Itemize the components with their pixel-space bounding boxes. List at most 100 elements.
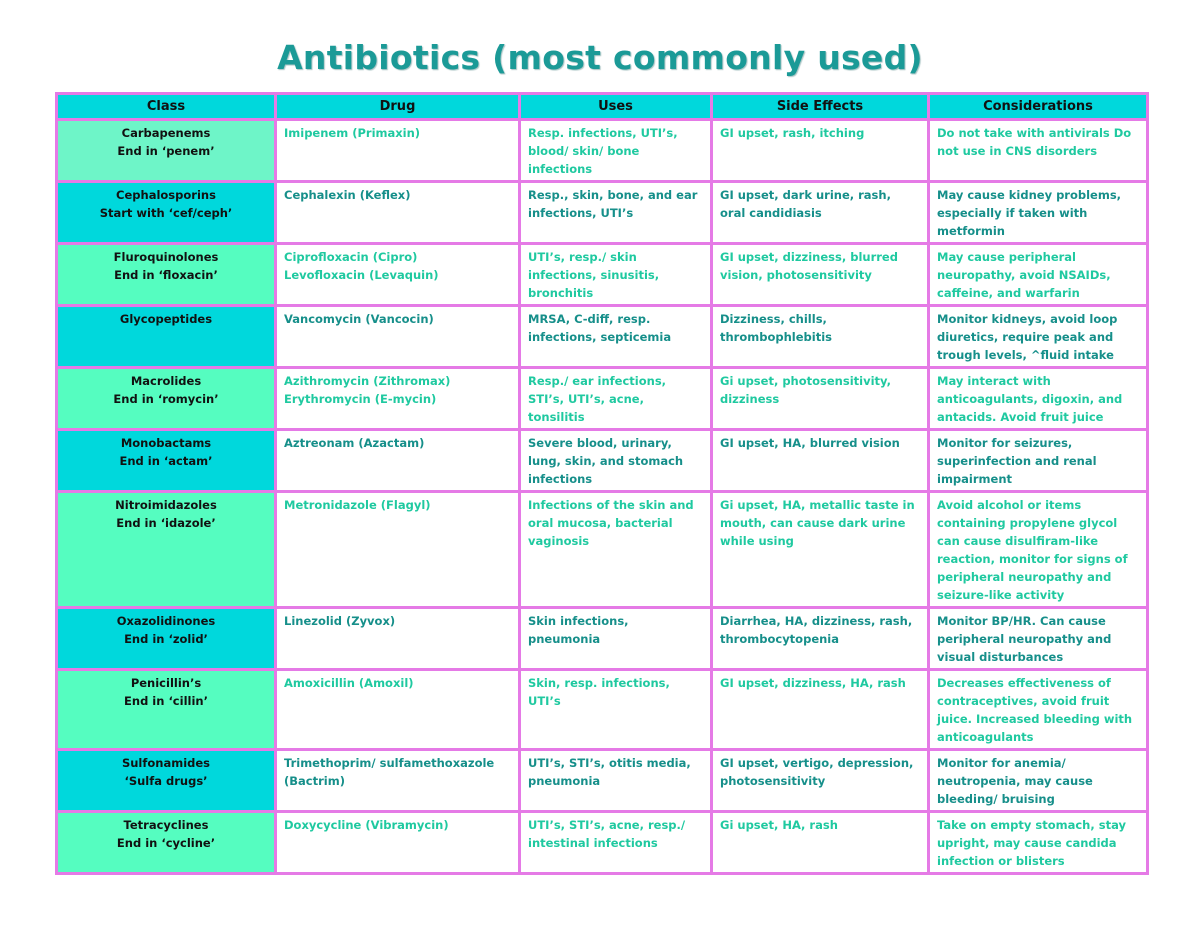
drug-name: Imipenem (Primaxin) (284, 126, 421, 140)
class-name: Macrolides (130, 374, 202, 388)
class-cell: Cephalosporins Start with ‘cef/ceph’ (55, 180, 277, 245)
drug-name: Trimethoprim/ sulfamethoxazole (Bactrim) (284, 756, 495, 788)
class-cell: Monobactams End in ‘actam’ (55, 428, 277, 493)
class-name: Cephalosporins (116, 188, 216, 202)
considerations-cell: Monitor for seizures, superinfection and… (927, 428, 1149, 493)
class-hint: End in ‘idazole’ (116, 516, 216, 530)
class-hint: End in ‘cycline’ (116, 836, 216, 850)
drug-name: Linezolid (Zyvox) (284, 614, 396, 628)
drug-cell: Azithromycin (Zithromax) Erythromycin (E… (274, 366, 521, 431)
side-effects-cell: Gi upset, HA, metallic taste in mouth, c… (710, 490, 930, 609)
header-side-effects: Side Effects (710, 92, 930, 121)
side-effects-cell: GI upset, dark urine, rash, oral candidi… (710, 180, 930, 245)
class-hint: ‘Sulfa drugs’ (124, 774, 208, 788)
class-name: Tetracyclines (123, 818, 209, 832)
class-name: Oxazolidinones (116, 614, 216, 628)
side-effects-cell: Gi upset, HA, rash (710, 810, 930, 875)
uses-cell: UTI’s, resp./ skin infections, sinusitis… (518, 242, 713, 307)
considerations-cell: May cause kidney problems, especially if… (927, 180, 1149, 245)
considerations-cell: Decreases effectiveness of contraceptive… (927, 668, 1149, 751)
drug-cell: Imipenem (Primaxin) (274, 118, 521, 183)
drug-cell: Cephalexin (Keflex) (274, 180, 521, 245)
header-row: Class Drug Uses Side Effects Considerati… (55, 92, 1149, 121)
class-cell: Tetracyclines End in ‘cycline’ (55, 810, 277, 875)
drug-name: Azithromycin (Zithromax) (284, 374, 451, 388)
drug-name: Metronidazole (Flagyl) (284, 498, 431, 512)
header-drug: Drug (274, 92, 521, 121)
class-name: Glycopeptides (119, 312, 213, 326)
antibiotics-table: Class Drug Uses Side Effects Considerati… (55, 92, 1149, 875)
considerations-cell: Take on empty stomach, stay upright, may… (927, 810, 1149, 875)
uses-cell: Infections of the skin and oral mucosa, … (518, 490, 713, 609)
drug-cell: Ciprofloxacin (Cipro) Levofloxacin (Leva… (274, 242, 521, 307)
table-row: Monobactams End in ‘actam’ Aztreonam (Az… (55, 428, 1149, 493)
considerations-cell: May cause peripheral neuropathy, avoid N… (927, 242, 1149, 307)
class-hint: End in ‘romycin’ (113, 392, 219, 406)
table-row: Glycopeptides Vancomycin (Vancocin) MRSA… (55, 304, 1149, 369)
drug-cell: Aztreonam (Azactam) (274, 428, 521, 493)
drug-name: Cephalexin (Keflex) (284, 188, 411, 202)
drug-cell: Vancomycin (Vancocin) (274, 304, 521, 369)
drug-name: Vancomycin (Vancocin) (284, 312, 434, 326)
class-cell: Glycopeptides (55, 304, 277, 369)
table-row: Carbapenems End in ‘penem’ Imipenem (Pri… (55, 118, 1149, 183)
table-row: Tetracyclines End in ‘cycline’ Doxycycli… (55, 810, 1149, 875)
considerations-cell: Avoid alcohol or items containing propyl… (927, 490, 1149, 609)
considerations-cell: Monitor for anemia/ neutropenia, may cau… (927, 748, 1149, 813)
header-uses: Uses (518, 92, 713, 121)
class-cell: Fluroquinolones End in ‘floxacin’ (55, 242, 277, 307)
class-name: Monobactams (120, 436, 212, 450)
drug-name: Doxycycline (Vibramycin) (284, 818, 449, 832)
class-hint: End in ‘cillin’ (124, 694, 208, 708)
drug-cell: Metronidazole (Flagyl) (274, 490, 521, 609)
drug-name: Ciprofloxacin (Cipro) (284, 250, 418, 264)
table-row: Oxazolidinones End in ‘zolid’ Linezolid … (55, 606, 1149, 671)
uses-cell: Resp. infections, UTI’s, blood/ skin/ bo… (518, 118, 713, 183)
side-effects-cell: Dizziness, chills, thrombophlebitis (710, 304, 930, 369)
class-hint: End in ‘penem’ (117, 144, 215, 158)
class-hint: Start with ‘cef/ceph’ (99, 206, 233, 220)
drug-cell: Doxycycline (Vibramycin) (274, 810, 521, 875)
side-effects-cell: Diarrhea, HA, dizziness, rash, thrombocy… (710, 606, 930, 671)
class-cell: Macrolides End in ‘romycin’ (55, 366, 277, 431)
page-title: Antibiotics (most commonly used) (277, 38, 923, 77)
header-class: Class (55, 92, 277, 121)
uses-cell: UTI’s, STI’s, otitis media, pneumonia (518, 748, 713, 813)
drug-cell: Linezolid (Zyvox) (274, 606, 521, 671)
table-row: Penicillin’s End in ‘cillin’ Amoxicillin… (55, 668, 1149, 751)
header-considerations: Considerations (927, 92, 1149, 121)
class-hint: End in ‘zolid’ (124, 632, 208, 646)
table-row: Fluroquinolones End in ‘floxacin’ Ciprof… (55, 242, 1149, 307)
side-effects-cell: GI upset, dizziness, HA, rash (710, 668, 930, 751)
uses-cell: UTI’s, STI’s, acne, resp./ intestinal in… (518, 810, 713, 875)
class-cell: Penicillin’s End in ‘cillin’ (55, 668, 277, 751)
table-row: Macrolides End in ‘romycin’ Azithromycin… (55, 366, 1149, 431)
side-effects-cell: GI upset, HA, blurred vision (710, 428, 930, 493)
class-cell: Sulfonamides ‘Sulfa drugs’ (55, 748, 277, 813)
class-cell: Carbapenems End in ‘penem’ (55, 118, 277, 183)
considerations-cell: Do not take with antivirals Do not use i… (927, 118, 1149, 183)
uses-cell: Skin, resp. infections, UTI’s (518, 668, 713, 751)
class-name: Sulfonamides (121, 756, 211, 770)
class-name: Nitroimidazoles (115, 498, 217, 512)
drug-name: Amoxicillin (Amoxil) (284, 676, 414, 690)
drug-cell: Trimethoprim/ sulfamethoxazole (Bactrim) (274, 748, 521, 813)
uses-cell: Resp., skin, bone, and ear infections, U… (518, 180, 713, 245)
side-effects-cell: GI upset, rash, itching (710, 118, 930, 183)
class-hint: End in ‘floxacin’ (114, 268, 218, 282)
uses-cell: Severe blood, urinary, lung, skin, and s… (518, 428, 713, 493)
uses-cell: MRSA, C-diff, resp. infections, septicem… (518, 304, 713, 369)
side-effects-cell: Gi upset, photosensitivity, dizziness (710, 366, 930, 431)
class-name: Carbapenems (121, 126, 211, 140)
drug-name: Aztreonam (Azactam) (284, 436, 425, 450)
class-hint: End in ‘actam’ (119, 454, 213, 468)
drug-name: Erythromycin (E-mycin) (284, 392, 437, 406)
uses-cell: Resp./ ear infections, STI’s, UTI’s, acn… (518, 366, 713, 431)
side-effects-cell: GI upset, dizziness, blurred vision, pho… (710, 242, 930, 307)
uses-cell: Skin infections, pneumonia (518, 606, 713, 671)
drug-name: Levofloxacin (Levaquin) (284, 268, 439, 282)
class-cell: Nitroimidazoles End in ‘idazole’ (55, 490, 277, 609)
side-effects-cell: GI upset, vertigo, depression, photosens… (710, 748, 930, 813)
table-row: Cephalosporins Start with ‘cef/ceph’ Cep… (55, 180, 1149, 245)
table-row: Sulfonamides ‘Sulfa drugs’ Trimethoprim/… (55, 748, 1149, 813)
